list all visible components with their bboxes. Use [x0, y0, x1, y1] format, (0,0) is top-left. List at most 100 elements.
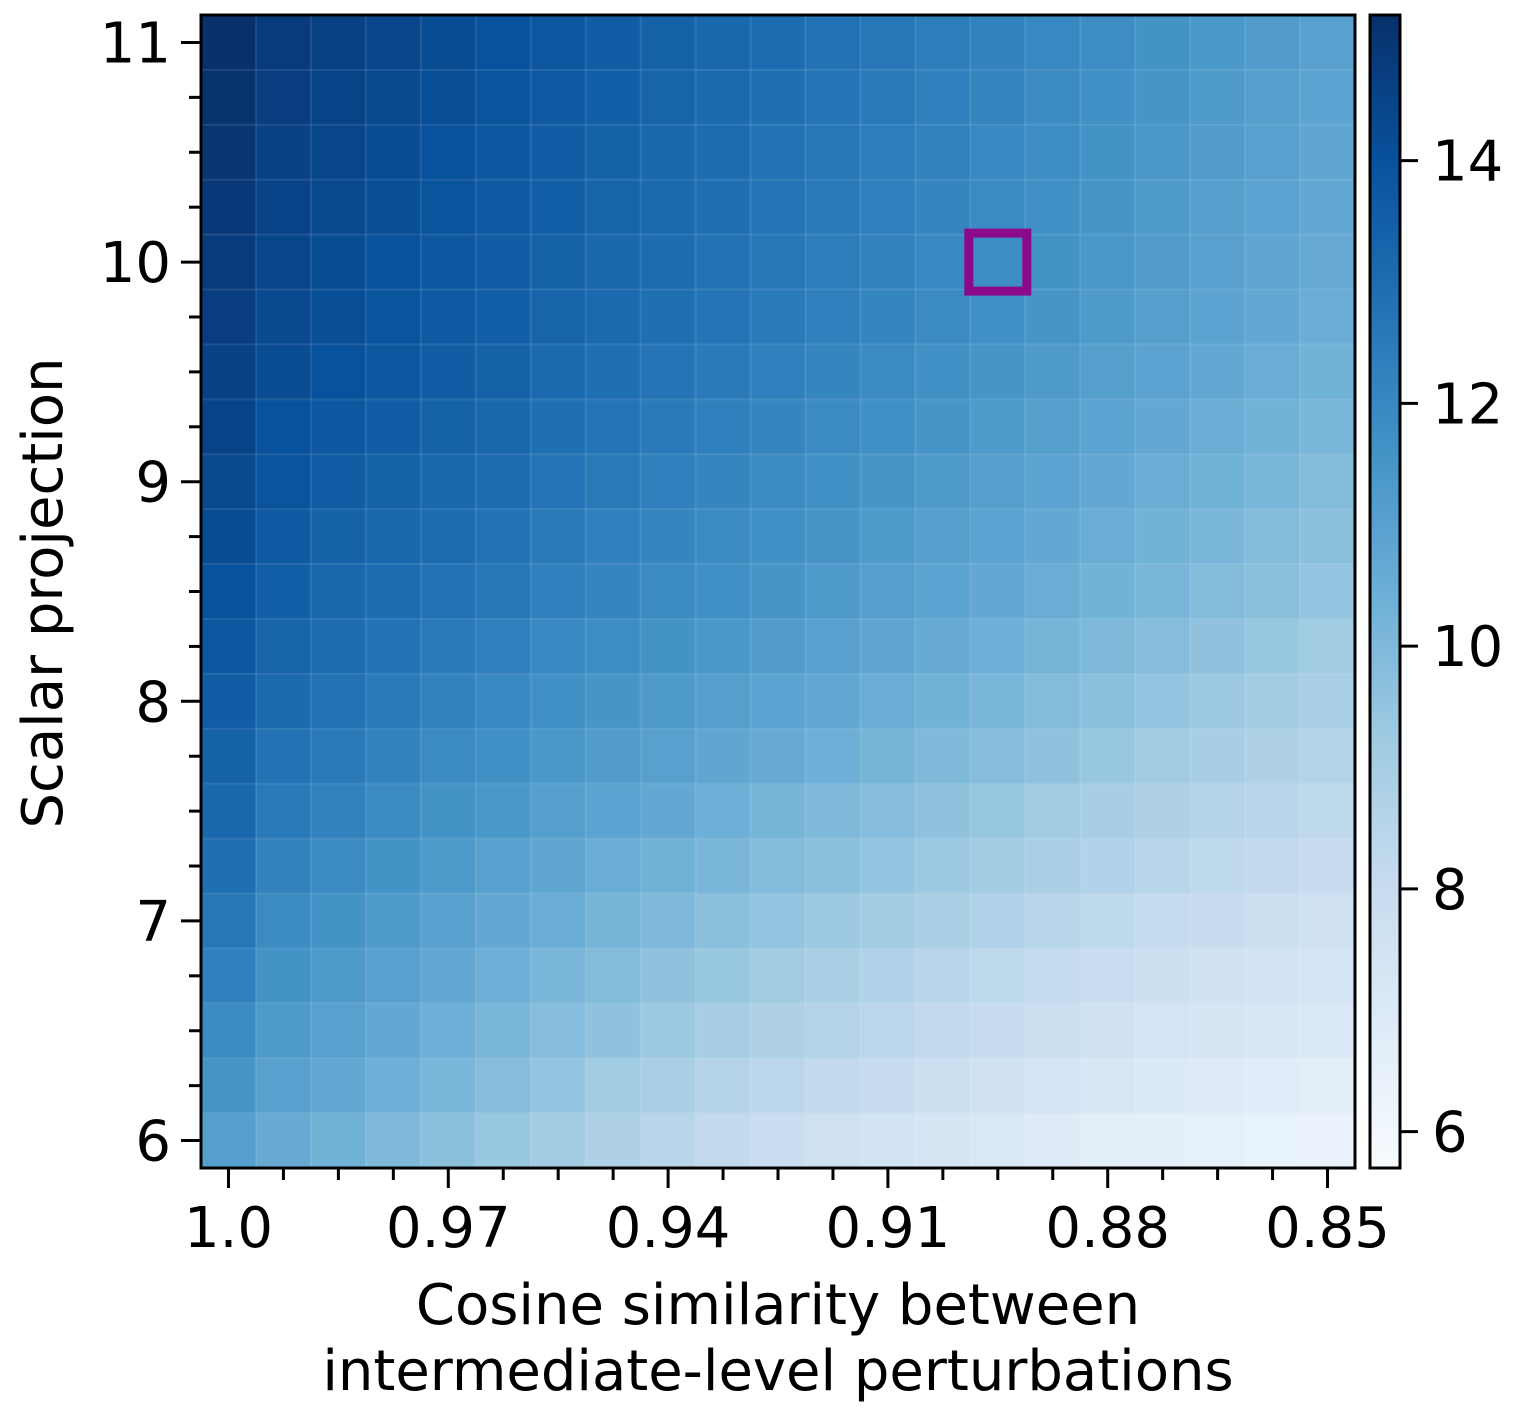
x-tick-label: 0.85	[1265, 1196, 1390, 1261]
heatmap-cell	[1135, 1003, 1191, 1059]
heatmap-cell	[585, 234, 642, 291]
heatmap-cell	[695, 289, 752, 346]
heatmap-cell	[1025, 1113, 1081, 1169]
heatmap-cell	[860, 1113, 916, 1169]
heatmap-cell	[970, 838, 1026, 895]
heatmap-cell	[420, 454, 477, 510]
heatmap-cell	[860, 1058, 916, 1114]
heatmap-cell	[805, 289, 862, 346]
heatmap-cell	[640, 893, 697, 949]
heatmap-cell	[915, 1113, 971, 1169]
heatmap-cell	[530, 344, 587, 400]
heatmap-cell	[255, 69, 312, 126]
heatmap-cell	[585, 509, 642, 565]
heatmap-cell	[860, 234, 916, 291]
heatmap-cell	[310, 509, 367, 565]
heatmap-cell	[310, 1003, 367, 1059]
highlight-marker	[964, 228, 1032, 296]
heatmap-cell	[1190, 948, 1246, 1004]
heatmap-cell	[805, 124, 862, 181]
heatmap-cell	[530, 1003, 587, 1059]
heatmap-cell	[1190, 124, 1246, 181]
heatmap-cell	[750, 124, 807, 181]
heatmap-cell	[1025, 618, 1081, 675]
heatmap-cell	[970, 179, 1026, 236]
heatmap-cell	[1245, 1113, 1301, 1169]
heatmap-cell	[530, 564, 587, 620]
heatmap-cell	[585, 124, 642, 181]
heatmap-cell	[530, 179, 587, 236]
heatmap-cell	[1245, 618, 1301, 675]
heatmap-cell	[695, 1058, 752, 1114]
heatmap-cell	[255, 289, 312, 346]
heatmap-cell	[1135, 399, 1191, 455]
heatmap-cell	[365, 673, 422, 730]
heatmap-cell	[1025, 289, 1081, 346]
heatmap-cell	[1300, 948, 1356, 1004]
heatmap-cell	[475, 509, 532, 565]
heatmap-cell	[475, 728, 532, 785]
heatmap-cell	[420, 234, 477, 291]
heatmap-cell	[1190, 838, 1246, 895]
heatmap-cell	[1025, 454, 1081, 510]
colorbar-tick-label: 12	[1432, 372, 1503, 437]
heatmap-cell	[1080, 618, 1136, 675]
heatmap-cell	[805, 728, 862, 785]
heatmap-cell	[805, 948, 862, 1004]
heatmap-cells	[201, 15, 1356, 1169]
heatmap-cell	[750, 838, 807, 895]
heatmap-cell	[805, 234, 862, 291]
heatmap-cell	[640, 289, 697, 346]
heatmap-cell	[585, 564, 642, 620]
heatmap-cell	[1025, 783, 1081, 840]
heatmap-cell	[201, 618, 257, 675]
colorbar-gradient	[1368, 13, 1402, 1170]
heatmap-cell	[1190, 179, 1246, 236]
heatmap-cell	[1300, 454, 1356, 510]
heatmap-cell	[640, 509, 697, 565]
heatmap-cell	[365, 509, 422, 565]
heatmap-cell	[530, 1113, 587, 1169]
heatmap-cell	[365, 893, 422, 949]
heatmap-cell	[915, 618, 971, 675]
heatmap-cell	[255, 509, 312, 565]
heatmap-cell	[365, 124, 422, 181]
heatmap-cell	[201, 893, 257, 949]
heatmap-cell	[1190, 783, 1246, 840]
heatmap-cell	[255, 838, 312, 895]
heatmap-cell	[1135, 454, 1191, 510]
heatmap-cell	[585, 289, 642, 346]
heatmap-cell	[1080, 344, 1136, 400]
heatmap-cell	[970, 1058, 1026, 1114]
heatmap-cell	[1025, 179, 1081, 236]
heatmap-cell	[640, 179, 697, 236]
x-tick-label: 0.91	[826, 1196, 951, 1261]
heatmap-cell	[1300, 673, 1356, 730]
heatmap-cell	[640, 15, 697, 71]
heatmap-cell	[201, 69, 257, 126]
y-tick-label: 7	[135, 890, 171, 955]
heatmap-cell	[530, 399, 587, 455]
heatmap-cell	[1025, 509, 1081, 565]
heatmap-cell	[640, 234, 697, 291]
x-axis-label-line-1: Cosine similarity between	[416, 1273, 1140, 1338]
x-tick-label: 1.0	[184, 1196, 273, 1261]
heatmap-cell	[915, 179, 971, 236]
heatmap-cell	[310, 234, 367, 291]
x-tick-label: 0.97	[386, 1196, 511, 1261]
heatmap-cell	[805, 399, 862, 455]
heatmap-cell	[1080, 124, 1136, 181]
heatmap-cell	[201, 948, 257, 1004]
heatmap-cell	[201, 509, 257, 565]
heatmap-cell	[1190, 1058, 1246, 1114]
heatmap-cell	[915, 838, 971, 895]
heatmap-cell	[310, 399, 367, 455]
heatmap-cell	[420, 179, 477, 236]
heatmap-cell	[1190, 344, 1246, 400]
heatmap-cell	[585, 15, 642, 71]
heatmap-cell	[1300, 1113, 1356, 1169]
heatmap-cell	[1190, 618, 1246, 675]
heatmap-cell	[805, 1003, 862, 1059]
heatmap-cell	[1025, 124, 1081, 181]
heatmap-cell	[1025, 728, 1081, 785]
